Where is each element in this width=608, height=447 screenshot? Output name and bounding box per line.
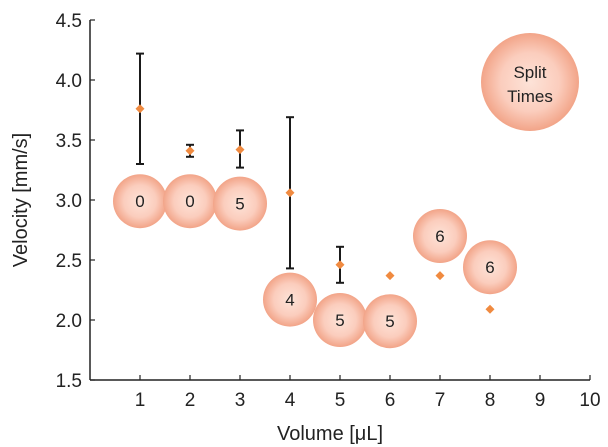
velocity-markers	[135, 104, 495, 314]
x-tick-label: 5	[335, 390, 346, 411]
x-tick-label: 3	[235, 390, 246, 411]
x-tick-label: 1	[135, 390, 146, 411]
split-time-label: 4	[285, 291, 294, 310]
y-tick-label: 3.0	[56, 191, 82, 212]
split-time-bubbles: 0 0 5 4 5 5 6 6	[113, 174, 517, 349]
velocity-marker	[135, 104, 145, 114]
y-tick-label: 4.5	[56, 11, 82, 32]
legend-label-line: Split	[513, 63, 546, 82]
split-time-label: 0	[185, 192, 194, 211]
legend-label-line: Times	[507, 87, 553, 106]
y-tick-label: 2.5	[56, 251, 82, 272]
split-time-label: 5	[335, 311, 344, 330]
legend: Split Times	[481, 33, 579, 131]
x-axis-ticks: 1 2 3 4 5 6 7 8 9 10	[135, 375, 601, 411]
x-axis-title: Volume [μL]	[277, 423, 383, 445]
y-tick-label: 3.5	[56, 131, 82, 152]
x-tick-label: 10	[579, 390, 600, 411]
split-time-bubble	[163, 174, 217, 229]
split-time-bubble	[413, 209, 467, 263]
y-axis-ticks: 1.5 2.0 2.5 3.0 3.5 4.0 4.5	[56, 11, 95, 392]
velocity-marker	[185, 146, 195, 156]
y-tick-label: 2.0	[56, 311, 82, 332]
split-time-label: 0	[135, 192, 144, 211]
x-tick-label: 6	[385, 390, 396, 411]
x-tick-label: 8	[485, 390, 496, 411]
velocity-marker	[385, 271, 395, 281]
x-tick-label: 2	[185, 390, 196, 411]
split-time-label: 5	[235, 195, 244, 214]
split-time-label: 6	[485, 258, 494, 277]
split-time-bubble	[363, 294, 417, 349]
velocity-marker	[285, 188, 295, 198]
legend-label: Split Times	[507, 63, 553, 106]
y-axis-title: Velocity [mm/s]	[10, 133, 32, 267]
velocity-marker	[235, 145, 245, 155]
split-time-bubble	[263, 272, 317, 327]
split-time-bubble	[113, 174, 167, 229]
velocity-marker	[435, 271, 445, 281]
split-time-label: 5	[385, 312, 394, 331]
velocity-marker	[335, 260, 345, 270]
velocity-marker	[485, 304, 495, 314]
x-tick-label: 4	[285, 390, 296, 411]
split-time-bubble	[213, 176, 267, 231]
split-time-label: 6	[435, 227, 444, 246]
split-time-bubble	[463, 240, 517, 295]
y-tick-label: 1.5	[56, 371, 82, 392]
split-time-bubble	[313, 293, 367, 347]
legend-bubble	[481, 33, 579, 131]
x-tick-label: 9	[535, 390, 546, 411]
x-tick-label: 7	[435, 390, 446, 411]
y-tick-label: 4.0	[56, 71, 82, 92]
error-bars	[136, 52, 344, 284]
